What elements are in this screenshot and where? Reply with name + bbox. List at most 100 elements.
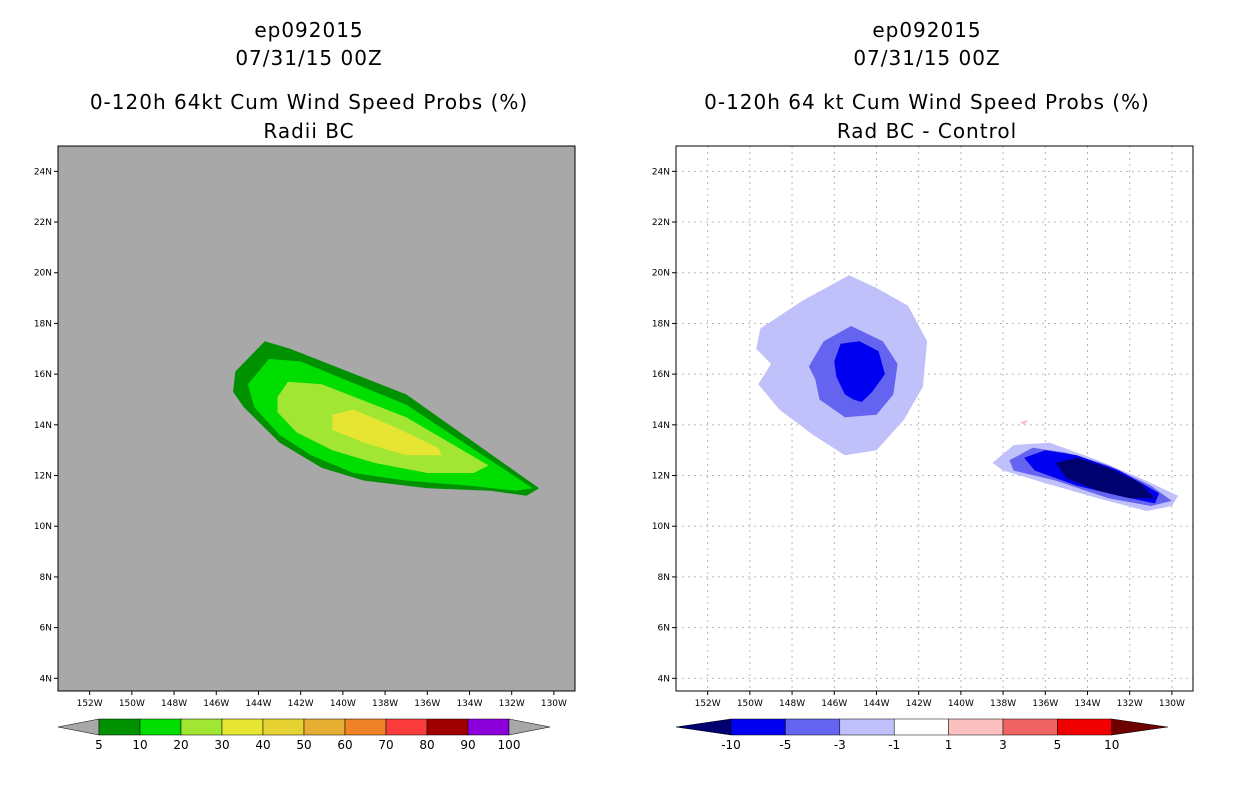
colorbar-swatch bbox=[344, 718, 387, 736]
colorbar-label: -10 bbox=[721, 738, 741, 752]
x-tick-label: 134W bbox=[1074, 699, 1100, 709]
colorbar-extend-high bbox=[1111, 718, 1168, 736]
colorbar-swatch bbox=[893, 718, 949, 736]
colorbar-swatch bbox=[1057, 718, 1113, 736]
y-tick-label: 24N bbox=[652, 167, 670, 177]
x-tick-label: 132W bbox=[499, 699, 525, 709]
colorbar-label: 60 bbox=[337, 738, 352, 752]
colorbar-swatch bbox=[467, 718, 510, 736]
x-tick-label: 152W bbox=[77, 699, 103, 709]
x-tick-label: 134W bbox=[456, 699, 482, 709]
x-tick-label: 138W bbox=[372, 699, 398, 709]
storm-id: ep092015 bbox=[872, 18, 982, 42]
y-tick-label: 20N bbox=[652, 269, 670, 279]
x-tick-label: 136W bbox=[1032, 699, 1058, 709]
x-tick-label: 146W bbox=[203, 699, 229, 709]
y-tick-label: 16N bbox=[34, 370, 52, 380]
x-tick-label: 142W bbox=[906, 699, 932, 709]
colorbar-label: 30 bbox=[214, 738, 229, 752]
y-tick-label: 10N bbox=[652, 522, 670, 532]
colorbar-label: 3 bbox=[999, 738, 1007, 752]
colorbar-label: 70 bbox=[378, 738, 393, 752]
y-tick-label: 14N bbox=[34, 421, 52, 431]
y-tick-label: 12N bbox=[34, 472, 52, 482]
colorbar-label: 40 bbox=[255, 738, 270, 752]
colorbar-swatch bbox=[262, 718, 305, 736]
colorbar-extend-low bbox=[675, 718, 732, 736]
contour-_10 bbox=[1055, 457, 1155, 499]
colorbar-label: 90 bbox=[460, 738, 475, 752]
colorbar-label: -1 bbox=[888, 738, 900, 752]
y-tick-label: 6N bbox=[658, 624, 670, 634]
colorbar-swatch bbox=[785, 718, 841, 736]
datetime: 07/31/15 00Z bbox=[853, 46, 1001, 70]
chart-subtitle: Rad BC - Control bbox=[836, 119, 1018, 143]
colorbar-label: -5 bbox=[779, 738, 791, 752]
colorbar-label: 5 bbox=[1054, 738, 1062, 752]
chart-panel-radii-bc: ep092015 07/31/15 00Z 0-120h 64kt Cum Wi… bbox=[34, 18, 576, 752]
colorbar-swatch bbox=[1002, 718, 1058, 736]
x-tick-label: 142W bbox=[288, 699, 314, 709]
colorbar-swatch bbox=[839, 718, 895, 736]
colorbar-label: 20 bbox=[173, 738, 188, 752]
y-tick-label: 4N bbox=[658, 674, 670, 684]
x-tick-label: 148W bbox=[161, 699, 187, 709]
plot-frame bbox=[675, 145, 1194, 692]
x-tick-label: 130W bbox=[541, 699, 567, 709]
y-tick-label: 18N bbox=[34, 319, 52, 329]
chart-subtitle: Radii BC bbox=[263, 119, 355, 143]
x-tick-label: 148W bbox=[779, 699, 805, 709]
colorbar-label: -3 bbox=[834, 738, 846, 752]
chart-title: 0-120h 64kt Cum Wind Speed Probs (%) bbox=[89, 90, 529, 114]
x-tick-label: 130W bbox=[1159, 699, 1185, 709]
y-tick-label: 4N bbox=[40, 674, 52, 684]
contour-30_40 bbox=[332, 409, 443, 456]
x-tick-label: 138W bbox=[990, 699, 1016, 709]
x-tick-label: 136W bbox=[414, 699, 440, 709]
colorbar-swatch bbox=[98, 718, 141, 736]
x-tick-label: 150W bbox=[119, 699, 145, 709]
x-tick-label: 140W bbox=[330, 699, 356, 709]
y-tick-label: 6N bbox=[40, 624, 52, 634]
y-tick-label: 8N bbox=[40, 573, 52, 583]
colorbar-label: 50 bbox=[296, 738, 311, 752]
x-tick-label: 144W bbox=[863, 699, 889, 709]
chart-title: 0-120h 64 kt Cum Wind Speed Probs (%) bbox=[704, 90, 1150, 114]
colorbar-label: 1 bbox=[945, 738, 953, 752]
x-tick-label: 132W bbox=[1117, 699, 1143, 709]
plot-frame bbox=[57, 145, 576, 692]
colorbar-label: 5 bbox=[95, 738, 103, 752]
colorbar-label: 10 bbox=[132, 738, 147, 752]
y-tick-label: 20N bbox=[34, 269, 52, 279]
x-tick-label: 152W bbox=[695, 699, 721, 709]
colorbar-label: 100 bbox=[498, 738, 521, 752]
y-tick-label: 8N bbox=[658, 573, 670, 583]
y-tick-label: 18N bbox=[652, 319, 670, 329]
contour-_10_to_5 bbox=[834, 341, 885, 402]
datetime: 07/31/15 00Z bbox=[235, 46, 383, 70]
colorbar-extend-high bbox=[508, 718, 551, 736]
colorbar-label: 10 bbox=[1104, 738, 1119, 752]
y-tick-label: 24N bbox=[34, 167, 52, 177]
x-tick-label: 150W bbox=[737, 699, 763, 709]
y-tick-label: 16N bbox=[652, 370, 670, 380]
y-tick-label: 10N bbox=[34, 522, 52, 532]
y-tick-label: 14N bbox=[652, 421, 670, 431]
x-tick-label: 144W bbox=[245, 699, 271, 709]
contour-chart: 152W 150W 148W 146W 144W 142W 140W 138W 136W 134W… bbox=[652, 145, 1194, 752]
x-tick-label: 146W bbox=[821, 699, 847, 709]
colorbar-label: 80 bbox=[419, 738, 434, 752]
colorbar-swatch bbox=[303, 718, 346, 736]
storm-id: ep092015 bbox=[254, 18, 364, 42]
contour-chart: 152W 150W 148W 146W 144W 142W 140W 138W 136W 134W… bbox=[34, 145, 576, 752]
y-tick-label: 22N bbox=[34, 218, 52, 228]
colorbar-extend-low bbox=[57, 718, 100, 736]
y-tick-label: 22N bbox=[652, 218, 670, 228]
colorbar-swatch bbox=[139, 718, 182, 736]
chart-panel-rad-bc-control: ep092015 07/31/15 00Z 0-120h 64 kt Cum W… bbox=[618, 0, 1236, 800]
plot-area bbox=[676, 146, 1193, 691]
colorbar-swatch bbox=[180, 718, 223, 736]
y-tick-label: 12N bbox=[652, 472, 670, 482]
x-tick-label: 140W bbox=[948, 699, 974, 709]
colorbar-swatch bbox=[948, 718, 1004, 736]
